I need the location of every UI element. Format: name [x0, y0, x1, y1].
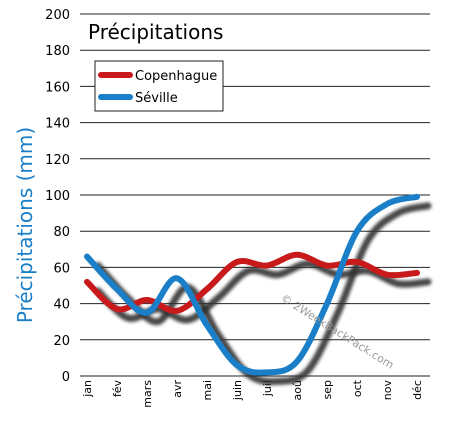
y-tick-label: 180: [45, 44, 70, 59]
y-tick-label: 140: [45, 117, 70, 132]
legend-box: [94, 60, 224, 112]
x-tick-label-11: déc: [411, 380, 424, 400]
y-tick-label: 0: [62, 370, 70, 385]
y-tick-label: 100: [45, 189, 70, 204]
x-tick-label-2: mars: [141, 380, 154, 408]
y-tick-label: 60: [53, 261, 70, 276]
y-tick-label: 200: [45, 8, 70, 23]
y-tick-label: 40: [53, 298, 70, 313]
y-axis-label: Précipitations (mm): [13, 127, 37, 323]
series-line-0: [84, 251, 420, 314]
x-tick-label-0: jan: [81, 380, 94, 398]
chart-title: Précipitations: [88, 20, 223, 44]
legend-label-0: Copenhague: [135, 69, 217, 84]
y-tick-label: 80: [53, 225, 70, 240]
legend: Copenhague Séville: [94, 60, 224, 112]
series-lines: [84, 193, 420, 376]
y-tick-label: 160: [45, 80, 70, 95]
title-box: Précipitations: [84, 16, 234, 46]
y-tick-label: 20: [53, 334, 70, 349]
y-tick-label: 120: [45, 153, 70, 168]
x-axis-ticks: jan fév mars avr mai juin juil aoû sep oct nov déc: [81, 379, 424, 407]
x-tick-label-4: mai: [201, 380, 214, 401]
series-shadow-1: [94, 202, 432, 386]
x-tick-label-7: aoû: [291, 380, 304, 400]
series-line-1: [84, 193, 420, 376]
x-tick-label-9: oct: [351, 379, 364, 397]
x-tick-label-5: juin: [231, 380, 244, 401]
x-tick-label-10: nov: [381, 380, 394, 401]
title-background: [84, 16, 234, 46]
x-tick-label-8: sep: [321, 380, 334, 399]
x-tick-label-3: avr: [171, 380, 184, 398]
y-axis-ticks: 0 20 40 60 80 100 120 140 160 180 200: [45, 8, 70, 385]
x-tick-label-1: fév: [111, 380, 124, 398]
legend-label-1: Séville: [135, 91, 178, 106]
